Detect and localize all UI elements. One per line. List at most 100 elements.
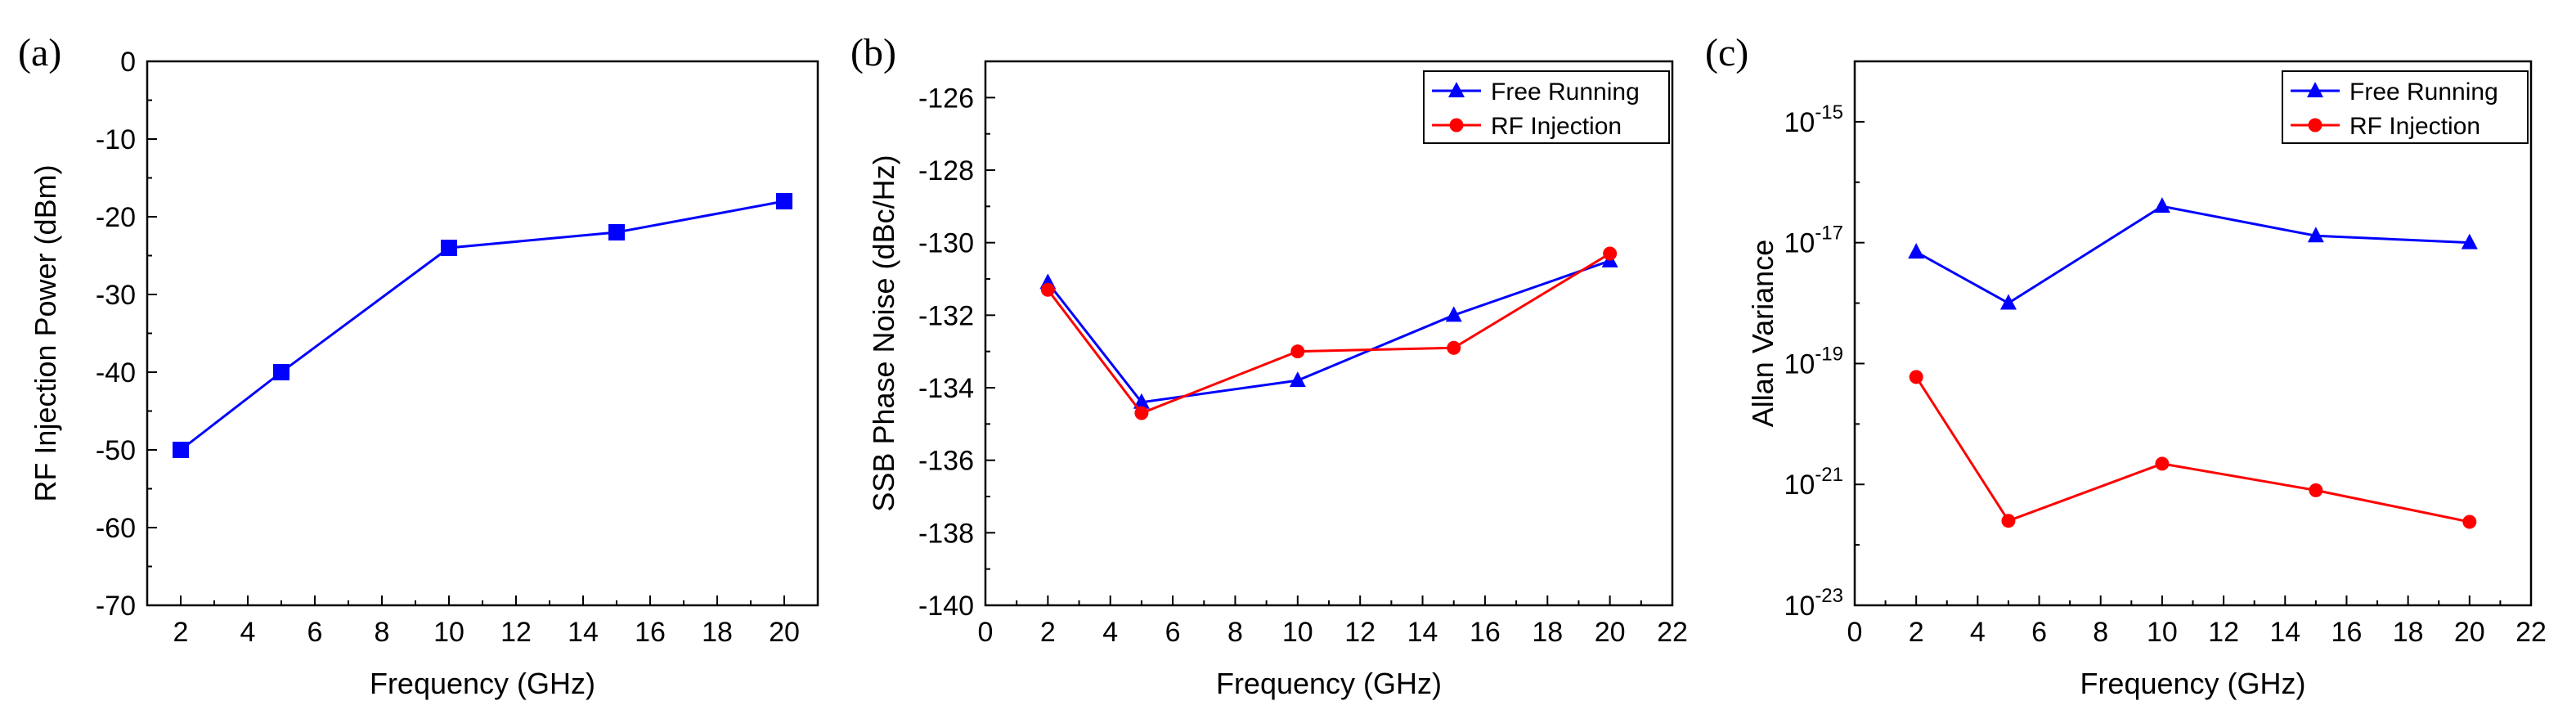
data-point — [1447, 340, 1461, 355]
x-tick-label: 6 — [1165, 617, 1181, 648]
y-axis-title: Allan Variance — [1746, 240, 1779, 427]
x-tick-label: 6 — [2031, 617, 2047, 648]
y-tick-label: -138 — [918, 518, 974, 549]
plot-frame — [146, 60, 819, 607]
x-tick-label: 12 — [2208, 617, 2239, 648]
x-tick-label: 18 — [702, 617, 733, 648]
x-tick-label: 22 — [1657, 617, 1688, 648]
panel-label: (a) — [18, 31, 61, 74]
x-tick-label: 14 — [568, 617, 599, 648]
series-line-1 — [180, 200, 785, 452]
data-point — [1909, 370, 1923, 384]
data-point — [1290, 344, 1305, 359]
x-axis-title: Frequency (GHz) — [370, 667, 595, 700]
data-point — [608, 224, 625, 240]
legend-entry: RF Injection — [1491, 113, 1622, 140]
x-tick-label: 8 — [2093, 617, 2108, 648]
x-tick-label: 10 — [433, 617, 464, 648]
y-tick-label: -136 — [918, 446, 974, 477]
x-tick-label: 6 — [307, 617, 323, 648]
x-tick-label: 2 — [1040, 617, 1056, 648]
y-tick-label: -128 — [918, 155, 974, 186]
y-tick-label: -60 — [96, 513, 136, 544]
data-point — [2001, 514, 2016, 528]
panel-label: (b) — [850, 31, 896, 74]
data-point — [1445, 306, 1462, 322]
legend-entry: RF Injection — [2349, 113, 2480, 140]
x-tick-label: 2 — [173, 617, 189, 648]
x-tick-label: 10 — [1282, 617, 1313, 648]
data-point — [2461, 233, 2478, 249]
x-tick-label: 20 — [769, 617, 800, 648]
x-tick-label: 22 — [2515, 617, 2547, 648]
data-point — [2309, 483, 2323, 497]
x-tick-label: 18 — [1532, 617, 1563, 648]
data-point — [273, 364, 289, 380]
series-line-2 — [1914, 376, 2471, 524]
x-tick-label: 4 — [1970, 617, 1986, 648]
y-tick-label: -140 — [918, 591, 974, 622]
x-tick-label: 12 — [500, 617, 532, 648]
chart-panel-3: (c) 0 2 4 6 8 10 12 14 16 18 20 22 10-15 10-17 10-19 10-… — [1705, 31, 2547, 700]
data-point — [1908, 243, 1925, 259]
x-tick-label: 0 — [1847, 617, 1863, 648]
data-point — [1289, 371, 1306, 388]
x-tick-label: 18 — [2393, 617, 2424, 648]
legend-marker — [2307, 82, 2323, 97]
x-tick-label: 4 — [240, 617, 256, 648]
x-tick-label: 8 — [375, 617, 390, 648]
y-axis-title: RF Injection Power (dBm) — [29, 164, 62, 501]
x-tick-label: 20 — [2454, 617, 2485, 648]
legend-entry: Free Running — [1491, 79, 1640, 106]
y-tick-label: -40 — [96, 357, 136, 389]
y-tick-label: -134 — [918, 373, 974, 404]
y-tick-label: -130 — [918, 228, 974, 259]
x-tick-label: 16 — [2331, 617, 2363, 648]
panel-label: (c) — [1705, 31, 1748, 74]
legend-entry: Free Running — [2349, 79, 2498, 106]
x-axis-title: Frequency (GHz) — [1216, 667, 1442, 700]
y-tick-label: -50 — [96, 435, 136, 466]
legend-marker — [2308, 118, 2322, 133]
data-point — [1040, 282, 1055, 297]
series-line-1 — [1915, 204, 2470, 305]
y-tick-label: -132 — [918, 300, 974, 331]
y-tick-label: 10-17 — [1784, 222, 1843, 259]
y-tick-label: -20 — [96, 202, 136, 233]
x-tick-label: 4 — [1102, 617, 1118, 648]
chart-panel-2: (b) 0 2 4 6 8 10 12 14 16 18 20 22 -126 -128 -130 -132 -1… — [850, 31, 1688, 700]
chart-panel-1: (a) 2 4 6 8 10 12 14 16 18 20 0 -10 -20 -30 -40 -50 -60 -7… — [18, 31, 819, 700]
x-tick-label: 14 — [1407, 617, 1438, 648]
data-point — [173, 442, 189, 458]
x-axis-title: Frequency (GHz) — [2080, 667, 2305, 700]
x-tick-label: 20 — [1595, 617, 1626, 648]
y-tick-label: 10-21 — [1784, 464, 1843, 501]
data-point — [441, 240, 457, 256]
legend-marker — [1448, 82, 1465, 97]
data-point — [1134, 406, 1149, 420]
x-tick-label: 14 — [2269, 617, 2300, 648]
x-tick-label: 10 — [2147, 617, 2178, 648]
y-tick-label: 10-15 — [1784, 101, 1843, 138]
data-point — [776, 193, 792, 209]
data-point — [1603, 246, 1618, 261]
x-tick-label: 12 — [1344, 617, 1376, 648]
legend-marker — [1449, 118, 1464, 133]
y-tick-label: -30 — [96, 280, 136, 311]
data-point — [2462, 515, 2477, 529]
data-point — [2155, 456, 2170, 471]
x-tick-label: 2 — [1909, 617, 1924, 648]
y-tick-label: -126 — [918, 83, 974, 114]
legend-box — [1423, 70, 1670, 144]
x-tick-label: 16 — [635, 617, 666, 648]
y-axis-title: SSB Phase Noise (dBc/Hz) — [867, 155, 900, 511]
y-tick-label: 10-19 — [1784, 343, 1843, 380]
y-tick-label: 0 — [120, 47, 136, 78]
y-tick-label: -70 — [96, 591, 136, 622]
series-line-1 — [1047, 259, 1611, 404]
x-tick-label: 0 — [978, 617, 994, 648]
y-tick-label: -10 — [96, 124, 136, 155]
y-tick-label: 10-23 — [1784, 585, 1843, 622]
data-point — [1999, 294, 2017, 310]
